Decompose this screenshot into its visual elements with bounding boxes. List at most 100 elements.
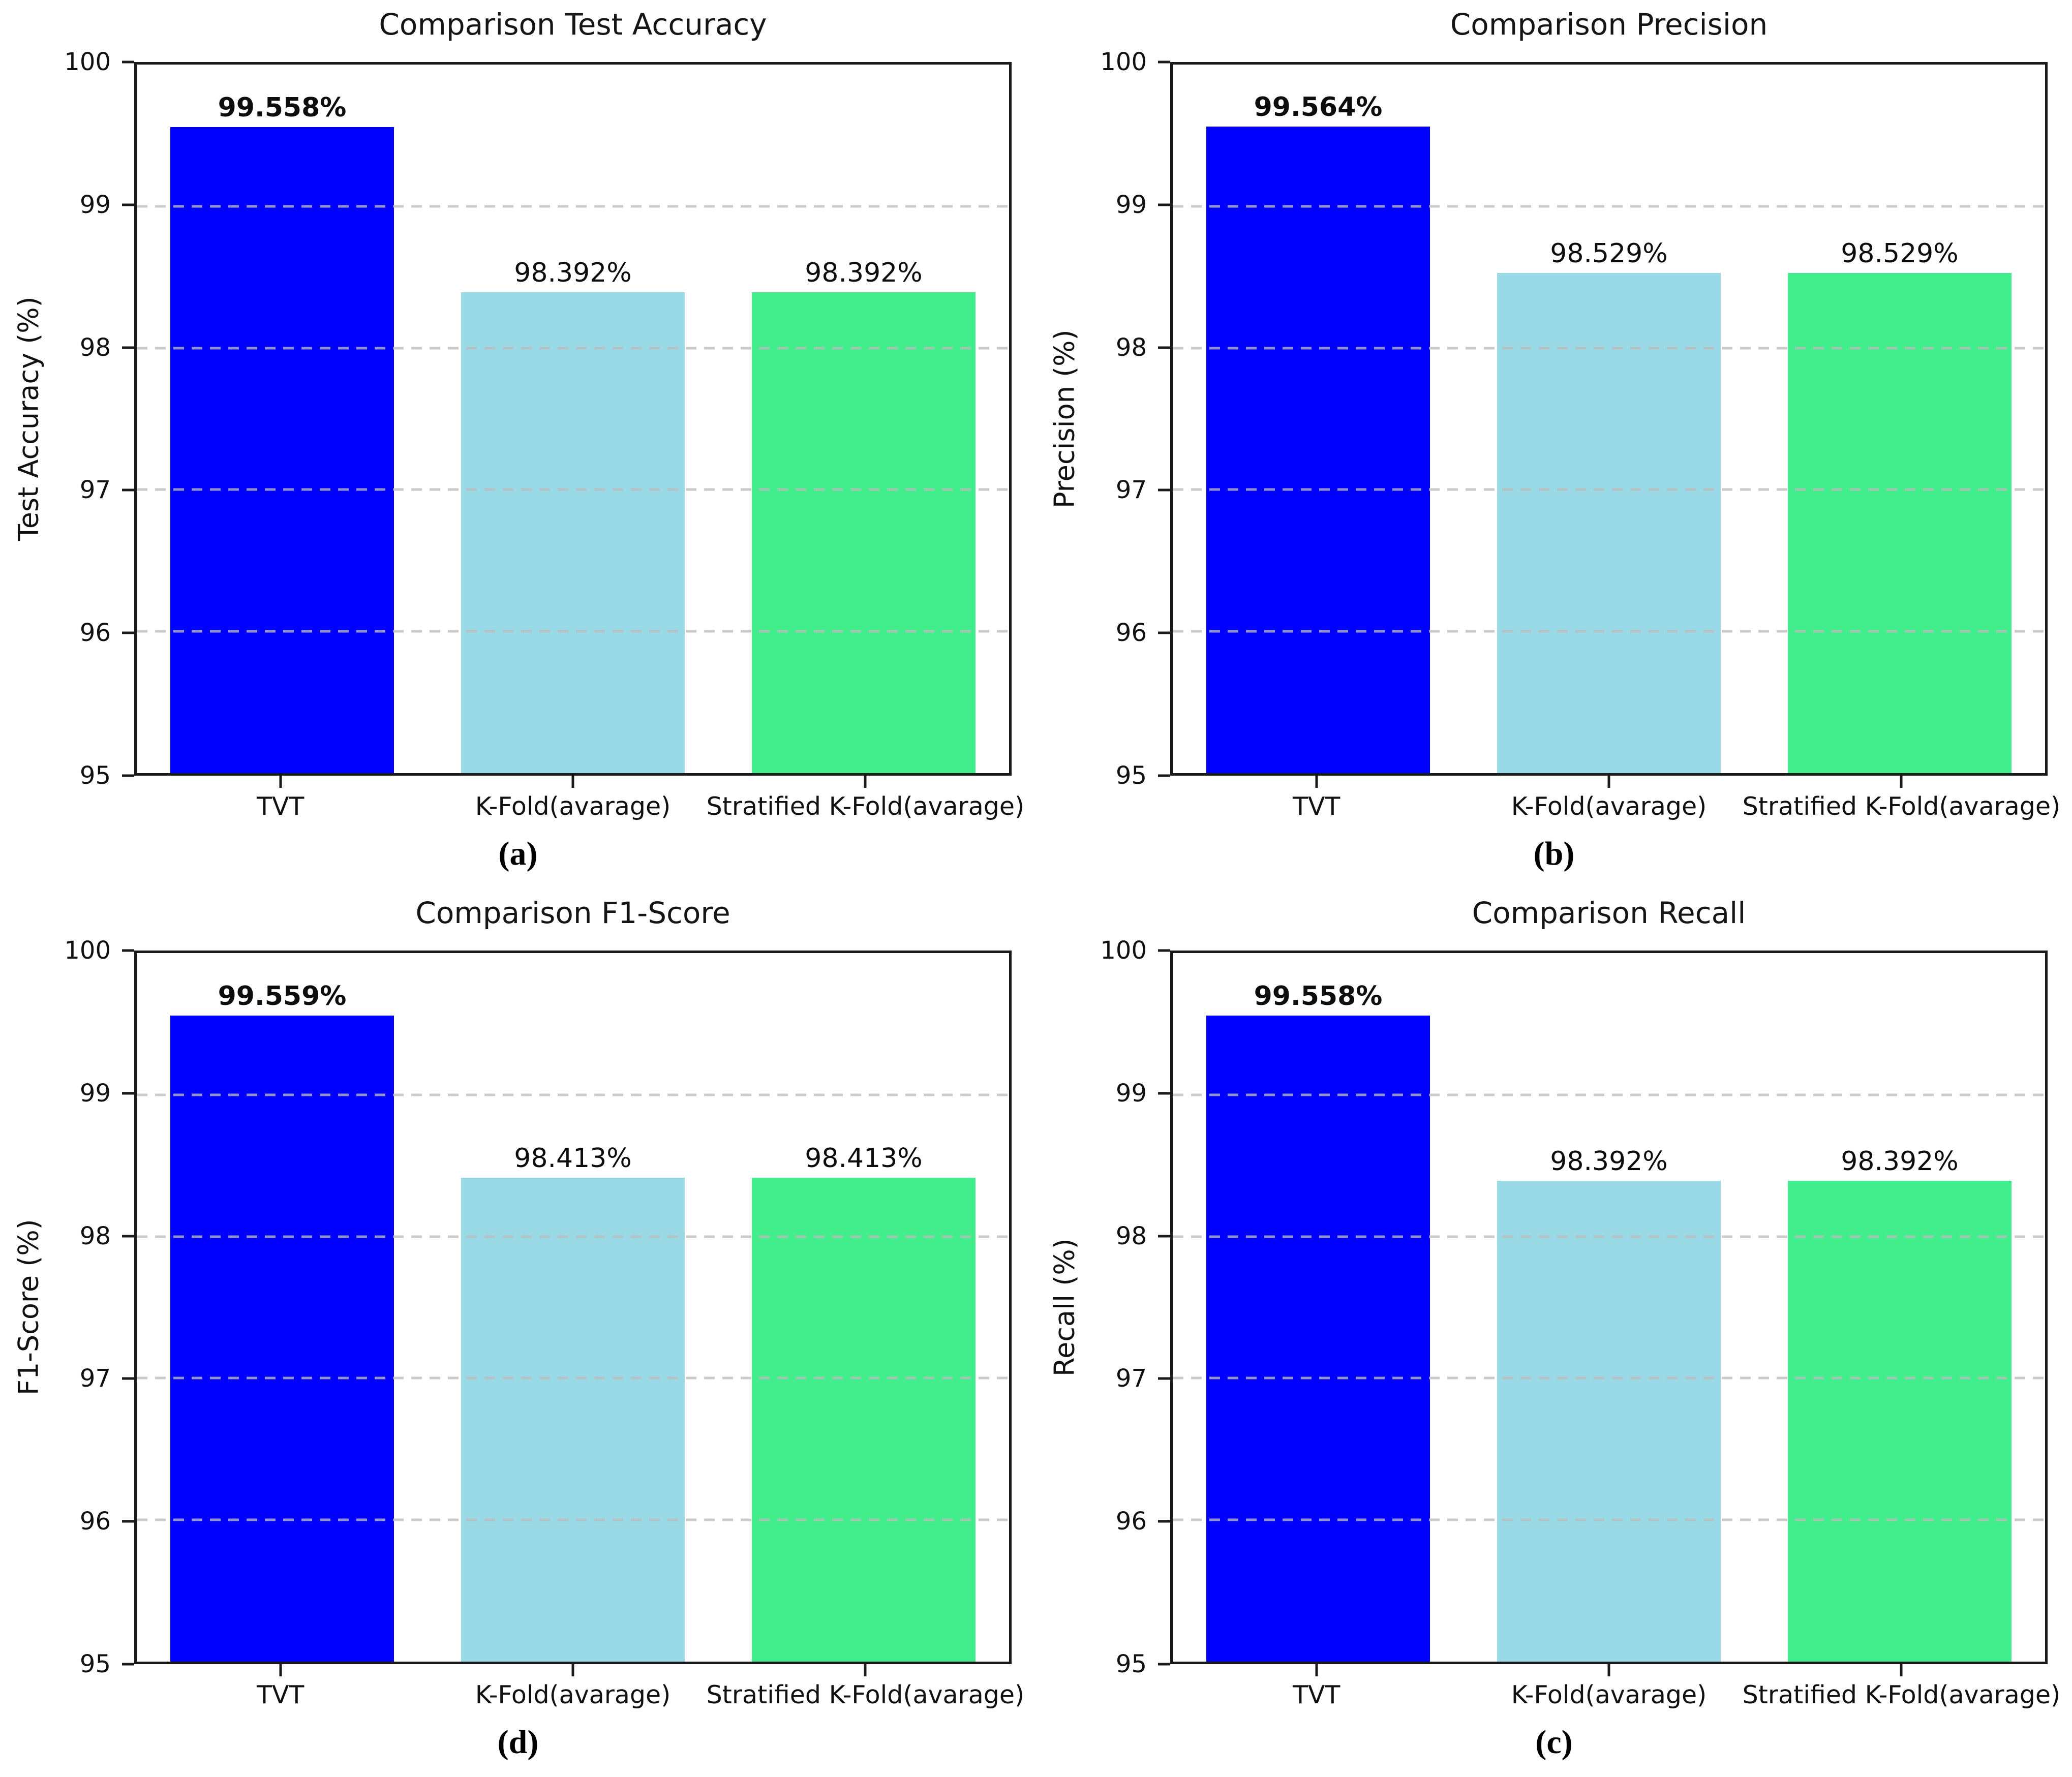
- bar-slot-stratified-kfold: 98.529%: [1754, 65, 2045, 773]
- y-tick-mark: [122, 1377, 134, 1380]
- y-tick-mark: [1158, 949, 1170, 952]
- bar-value-label: 98.529%: [1841, 238, 1959, 269]
- bar-kfold: [461, 292, 685, 773]
- x-tick-label-tvt: TVT: [256, 1680, 304, 1709]
- x-tick-mark: [279, 1664, 282, 1676]
- y-tick-mark: [122, 774, 134, 777]
- bar-tvt: [170, 1015, 394, 1662]
- x-tick-mark: [279, 776, 282, 788]
- bar-tvt: [1206, 126, 1430, 773]
- y-tick-label: 96: [1115, 619, 1147, 648]
- bar-tvt: [170, 127, 394, 773]
- y-tick-label: 97: [79, 1364, 111, 1393]
- bar-layer: 99.558% 98.392% 98.392%: [137, 65, 1009, 773]
- x-tick-label-stratified-kfold: Stratified K-Fold(avarage): [1742, 1680, 2061, 1709]
- y-tick-mark: [1158, 1663, 1170, 1666]
- plot-area: 99.559% 98.413% 98.413%: [134, 951, 1012, 1664]
- bar-stratified-kfold: [751, 1178, 976, 1662]
- chart-panel-f1-score: Comparison F1-Score F1-Score (%) 100 99 98…: [0, 889, 1036, 1777]
- y-tick-label: 100: [1100, 936, 1147, 965]
- y-tick-label: 95: [79, 1650, 111, 1678]
- x-tick-mark: [864, 776, 867, 788]
- y-tick-mark: [1158, 488, 1170, 492]
- y-tick-label: 99: [1115, 1079, 1147, 1108]
- bar-layer: 99.559% 98.413% 98.413%: [137, 953, 1009, 1662]
- bar-slot-tvt: 99.558%: [1173, 953, 1464, 1662]
- bar-layer: 99.558% 98.392% 98.392%: [1173, 953, 2045, 1662]
- bar-value-label: 98.529%: [1550, 238, 1668, 269]
- y-tick-mark: [1158, 346, 1170, 349]
- x-tick-label-tvt: TVT: [256, 792, 304, 821]
- x-tick-mark: [571, 776, 574, 788]
- x-tick-label-tvt: TVT: [1292, 1680, 1340, 1709]
- y-tick-mark: [122, 1520, 134, 1523]
- chart-title: Comparison Test Accuracy: [379, 7, 767, 42]
- bar-slot-stratified-kfold: 98.392%: [718, 65, 1009, 773]
- y-tick-mark: [122, 203, 134, 206]
- chart-title: Comparison Precision: [1450, 7, 1768, 42]
- bar-slot-stratified-kfold: 98.392%: [1754, 953, 2045, 1662]
- y-tick-label: 95: [1115, 1650, 1147, 1678]
- y-tick-label: 97: [1115, 476, 1147, 505]
- y-tick-label: 100: [64, 48, 111, 76]
- y-tick-mark: [1158, 203, 1170, 206]
- x-tick-mark: [1900, 776, 1903, 788]
- y-tick-label: 99: [79, 1079, 111, 1108]
- panel-caption: (a): [498, 835, 538, 872]
- y-tick-label: 96: [79, 1507, 111, 1536]
- x-tick-layer: TVT K-Fold(avarage) Stratified K-Fold(av…: [134, 1680, 1024, 1717]
- y-tick-label: 97: [1115, 1364, 1147, 1393]
- bar-stratified-kfold: [751, 292, 976, 773]
- chart-panel-recall: Comparison Recall Recall (%) 100 99 98 97 96…: [1036, 889, 2072, 1777]
- bar-slot-kfold: 98.392%: [428, 65, 718, 773]
- y-tick-label: 96: [1115, 1507, 1147, 1536]
- panel-caption: (b): [1533, 835, 1575, 872]
- y-tick-mark: [1158, 631, 1170, 634]
- y-tick-mark: [122, 346, 134, 349]
- y-tick-mark: [1158, 774, 1170, 777]
- bar-value-label: 98.413%: [805, 1143, 923, 1174]
- x-tick-layer: TVT K-Fold(avarage) Stratified K-Fold(av…: [1170, 792, 2060, 829]
- x-tick-mark: [864, 1664, 867, 1676]
- y-tick-mark: [1158, 60, 1170, 64]
- bar-stratified-kfold: [1787, 1181, 2012, 1662]
- panel-caption: (d): [497, 1724, 539, 1761]
- x-tick-label-kfold: K-Fold(avarage): [475, 792, 671, 821]
- y-tick-mark: [1158, 1235, 1170, 1238]
- y-tick-label: 95: [1115, 761, 1147, 790]
- bar-value-label: 99.559%: [218, 981, 347, 1012]
- chart-title: Comparison F1-Score: [415, 896, 730, 930]
- bar-slot-kfold: 98.413%: [428, 953, 718, 1662]
- bar-value-label: 99.564%: [1254, 91, 1383, 122]
- y-tick-mark: [122, 1092, 134, 1095]
- x-tick-mark: [1315, 1664, 1318, 1676]
- x-tick-label-tvt: TVT: [1292, 792, 1340, 821]
- chart-panel-precision: Comparison Precision Precision (%) 100 99…: [1036, 0, 2072, 889]
- bar-slot-tvt: 99.564%: [1173, 65, 1464, 773]
- y-tick-mark: [122, 488, 134, 492]
- y-tick-label: 100: [64, 936, 111, 965]
- x-tick-label-stratified-kfold: Stratified K-Fold(avarage): [1742, 792, 2061, 821]
- x-tick-mark: [1607, 776, 1610, 788]
- bar-value-label: 98.392%: [1550, 1146, 1668, 1177]
- bar-kfold: [1497, 273, 1721, 773]
- bar-value-label: 98.392%: [514, 258, 632, 289]
- chart-panel-test-accuracy: Comparison Test Accuracy Test Accuracy (…: [0, 0, 1036, 889]
- x-tick-label-stratified-kfold: Stratified K-Fold(avarage): [706, 1680, 1025, 1709]
- y-tick-layer: 100 99 98 97 96 95: [1036, 50, 1170, 788]
- y-tick-layer: 100 99 98 97 96 95: [0, 938, 134, 1676]
- panel-caption: (c): [1535, 1724, 1573, 1761]
- bar-slot-kfold: 98.529%: [1464, 65, 1754, 773]
- x-tick-label-kfold: K-Fold(avarage): [1511, 1680, 1707, 1709]
- plot-area: 99.564% 98.529% 98.529%: [1170, 62, 2048, 776]
- y-tick-label: 96: [79, 619, 111, 648]
- bar-value-label: 98.413%: [514, 1143, 632, 1174]
- y-tick-mark: [122, 60, 134, 64]
- bar-stratified-kfold: [1787, 273, 2012, 773]
- plot-area: 99.558% 98.392% 98.392%: [1170, 951, 2048, 1664]
- bar-value-label: 98.392%: [805, 258, 923, 289]
- y-tick-label: 98: [79, 333, 111, 362]
- x-tick-label-stratified-kfold: Stratified K-Fold(avarage): [706, 792, 1025, 821]
- y-tick-layer: 100 99 98 97 96 95: [0, 50, 134, 788]
